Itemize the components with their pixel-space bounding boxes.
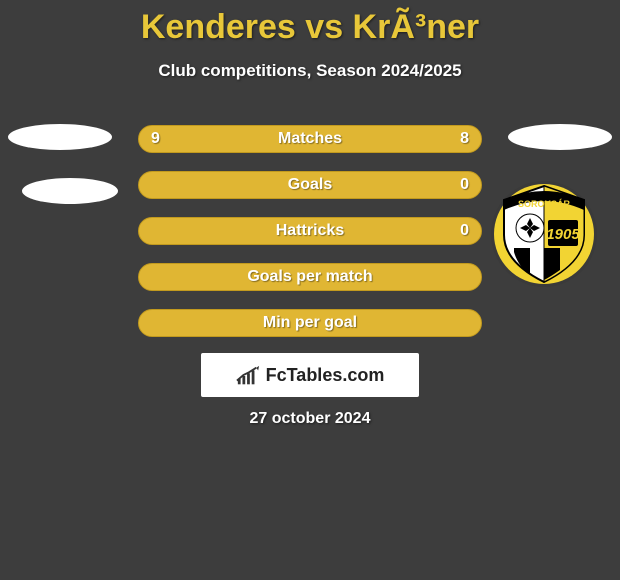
branding-box[interactable]: FcTables.com — [201, 353, 419, 397]
stat-row-hattricks: Hattricks 0 — [138, 217, 482, 245]
page-subtitle: Club competitions, Season 2024/2025 — [0, 61, 620, 81]
stat-row-mpg: Min per goal — [138, 309, 482, 337]
player-right-avatar-placeholder — [508, 124, 612, 150]
stats-container: 9 Matches 8 Goals 0 Hattricks 0 Goals pe… — [138, 125, 482, 355]
stat-right-value: 0 — [460, 176, 469, 194]
stat-right-value: 0 — [460, 222, 469, 240]
date-label: 27 october 2024 — [0, 410, 620, 428]
stat-right-value: 8 — [460, 130, 469, 148]
club-badge: SOROKSÁR 1905 — [490, 180, 598, 288]
stat-row-gpm: Goals per match — [138, 263, 482, 291]
svg-text:SOROKSÁR: SOROKSÁR — [518, 199, 571, 209]
stat-label: Min per goal — [263, 314, 357, 332]
branding-chart-icon — [236, 363, 260, 387]
player-left-avatar-placeholder — [8, 124, 112, 150]
svg-text:1905: 1905 — [546, 226, 580, 243]
stat-label: Matches — [278, 130, 342, 148]
stat-label: Goals per match — [247, 268, 372, 286]
player-left-avatar-placeholder-2 — [22, 178, 118, 204]
club-badge-icon: SOROKSÁR 1905 — [490, 180, 598, 288]
stat-label: Goals — [288, 176, 332, 194]
stat-label: Hattricks — [276, 222, 344, 240]
stat-row-matches: 9 Matches 8 — [138, 125, 482, 153]
stat-left-value: 9 — [151, 130, 160, 148]
branding-text: FcTables.com — [266, 365, 385, 386]
page-title: Kenderes vs KrÃ³ner — [0, 0, 620, 47]
stat-row-goals: Goals 0 — [138, 171, 482, 199]
